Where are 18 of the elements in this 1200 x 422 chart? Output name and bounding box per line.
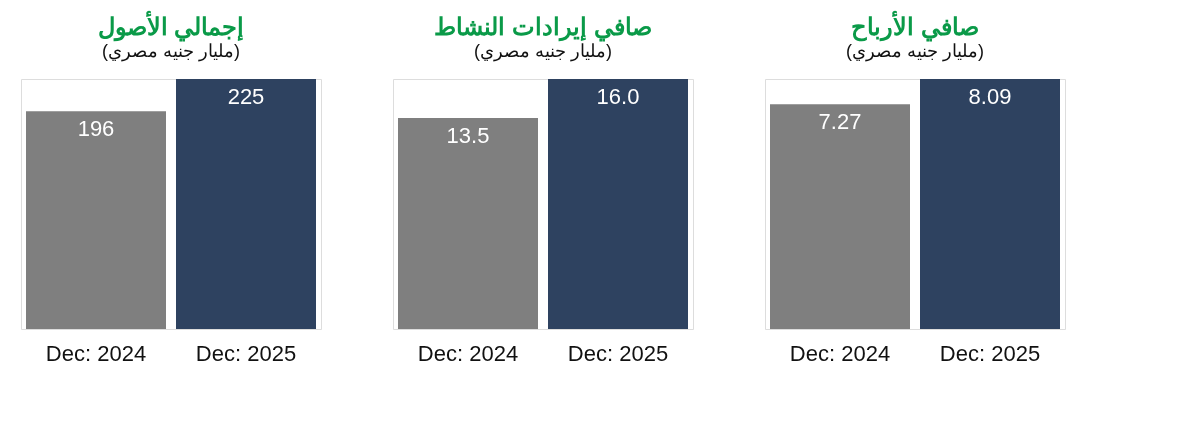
x-tick-label: Dec: 2024 [789, 340, 891, 366]
data-label: 225 [227, 84, 265, 109]
x-tick-label: Dec: 2024 [45, 340, 147, 366]
data-label: 16.0 [596, 84, 640, 109]
chart-title: صافي الأرباح [851, 10, 979, 42]
chart-title: صافي إيرادات النشاط [434, 13, 652, 42]
data-label: 7.27 [818, 109, 862, 135]
data-label: 196 [77, 116, 115, 142]
data-label: 13.5 [446, 123, 490, 149]
x-tick-label: Dec: 2024 [417, 340, 519, 366]
chart-subtitle: (مليار جنيه مصري) [101, 41, 241, 62]
chart-subtitle: (مليار جنيه مصري) [845, 41, 985, 62]
x-tick-label: Dec: 2025 [939, 340, 1041, 366]
chart-title: إجمالي الأصول [97, 10, 245, 42]
chart-subtitle: (مليار جنيه مصري) [473, 41, 613, 62]
data-label: 8.09 [968, 84, 1012, 109]
x-tick-label: Dec: 2025 [567, 340, 669, 366]
x-tick-label: Dec: 2025 [195, 340, 297, 366]
